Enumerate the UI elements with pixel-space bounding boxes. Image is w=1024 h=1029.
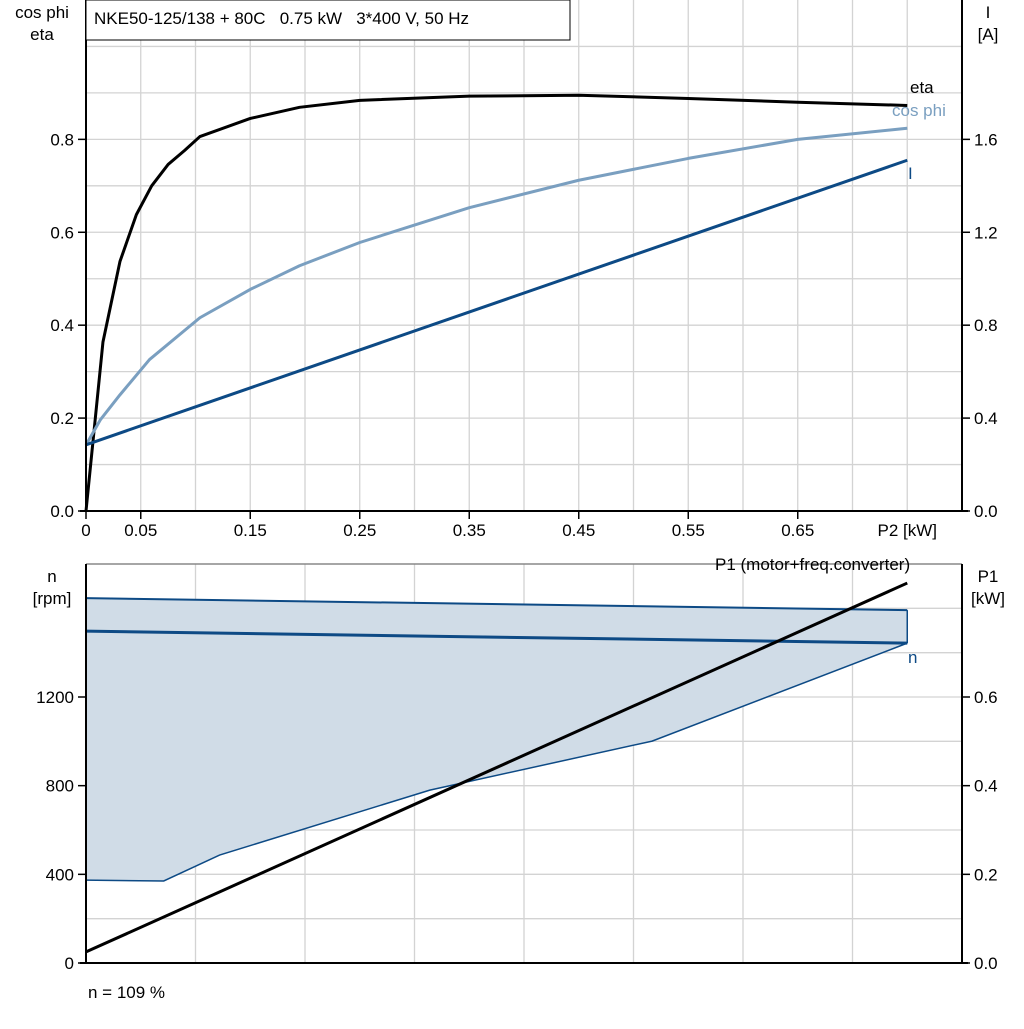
x-tick-label: 0.05	[124, 521, 157, 540]
y-tick-label-left: 400	[46, 865, 74, 884]
y-tick-label-left: 800	[46, 777, 74, 796]
series-label: eta	[910, 78, 934, 97]
y-tick-label-right: 0.4	[974, 409, 998, 428]
y-tick-label-left: 0.4	[50, 316, 74, 335]
y-axis-label-left: n	[47, 567, 56, 586]
y-tick-label-right: 0.8	[974, 316, 998, 335]
y-axis-label-right: I	[986, 3, 991, 22]
y-tick-label-left: 0	[65, 954, 74, 973]
x-axis-label: P2 [kW]	[877, 521, 937, 540]
y-tick-label-left: 0.0	[50, 502, 74, 521]
band-upper-line	[85, 597, 908, 612]
y-axis-label-left: [rpm]	[33, 589, 72, 608]
series-label: n	[908, 648, 917, 667]
y-axis-label-left: cos phi	[15, 3, 69, 22]
y-tick-label-right: 0.0	[974, 954, 998, 973]
y-axis-label-right: P1	[978, 567, 999, 586]
operating-range-band	[86, 598, 908, 881]
x-tick-label: 0.15	[234, 521, 267, 540]
series-label: I	[908, 164, 913, 183]
y-tick-label-right: 0.6	[974, 688, 998, 707]
title-box	[85, 0, 571, 41]
series-label: cos phi	[892, 101, 946, 120]
bottom-chart: n P1 (motor+freq.converter) 0 400 800 1200 0.0…	[33, 555, 1005, 973]
x-tick-label: 0.35	[453, 521, 486, 540]
series-label: P1 (motor+freq.converter)	[715, 555, 910, 574]
x-tick-label: 0.55	[672, 521, 705, 540]
series-line-i	[85, 158, 908, 447]
series-line-cos	[84, 126, 908, 446]
y-tick-label-left: 1200	[36, 688, 74, 707]
y-axis-label-left: eta	[30, 25, 54, 44]
y-tick-label-left: 0.6	[50, 223, 74, 242]
x-tick-label: 0.45	[562, 521, 595, 540]
x-tick-label: 0.25	[343, 521, 376, 540]
series-line-eta	[84, 93, 908, 512]
series-line-n	[85, 629, 908, 645]
series-line-p1	[85, 581, 908, 954]
y-tick-label-right: 0.2	[974, 865, 998, 884]
footer-speed-percent: n = 109 %	[88, 983, 165, 1002]
y-tick-label-right: 1.6	[974, 130, 998, 149]
top-chart: eta cos phi I 0.0 0.2 0.4 0.6 0.8 0.0 0.4 0.8 1.2 1.…	[15, 0, 998, 540]
y-tick-label-right: 1.2	[974, 223, 998, 242]
y-axis-label-right: [A]	[978, 25, 999, 44]
y-tick-label-right: 0.0	[974, 502, 998, 521]
band-lower-line	[85, 642, 908, 882]
y-tick-label-right: 0.4	[974, 777, 998, 796]
y-axis-label-right: [kW]	[971, 589, 1005, 608]
x-tick-label: 0	[81, 521, 90, 540]
y-tick-label-left: 0.8	[50, 130, 74, 149]
y-tick-label-left: 0.2	[50, 409, 74, 428]
chart-title: NKE50-125/138 + 80C 0.75 kW 3*400 V, 50 …	[94, 9, 469, 28]
x-tick-label: 0.65	[781, 521, 814, 540]
